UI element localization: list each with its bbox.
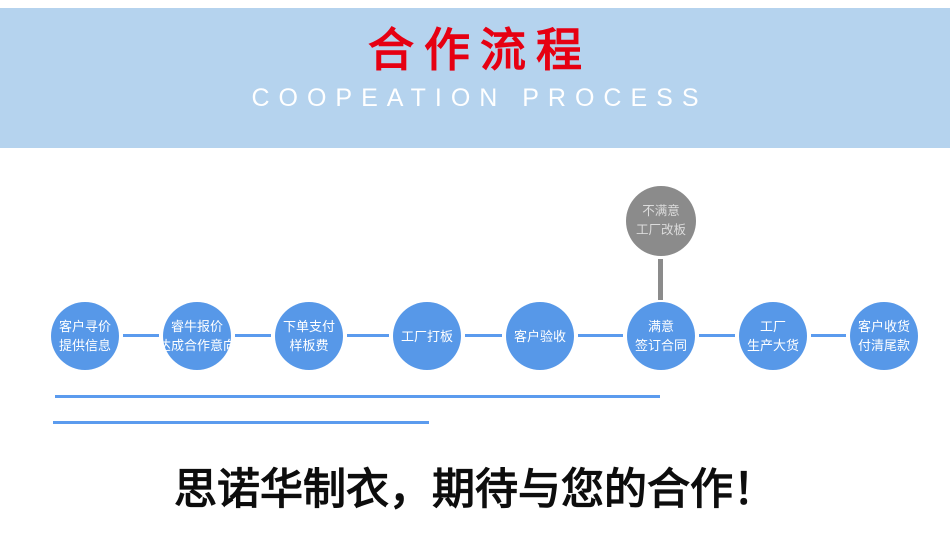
process-step-label: 工厂	[759, 319, 786, 334]
process-step-label: 睿牛报价	[170, 319, 223, 334]
page-subtitle: COOPEATION PROCESS	[251, 83, 708, 112]
process-step-label: 工厂打板	[400, 328, 453, 344]
process-step-label: 付清尾款	[857, 338, 910, 353]
reject-connector-line	[658, 259, 663, 300]
process-step-circle: 客户收货 付清尾款	[850, 302, 918, 370]
process-step-label: 下单支付	[282, 319, 335, 334]
footer-slogan: 思诺华制衣，期待与您的合作！	[174, 467, 776, 514]
step-connector-line	[578, 334, 623, 337]
process-step-label: 样板费	[289, 338, 329, 353]
process-step-label: 客户验收	[513, 328, 566, 344]
process-step-label: 提供信息	[58, 338, 111, 353]
reject-step-label: 工厂改板	[635, 223, 686, 237]
process-step-circle: 睿牛报价达成合作意向	[158, 302, 236, 370]
step-connector-line	[235, 334, 271, 337]
step-connector-line	[811, 334, 846, 337]
reject-step-circle: 不满意 工厂改板	[626, 186, 696, 256]
process-step-label: 生产大货	[746, 338, 799, 353]
process-step-circle: 工厂打板	[393, 302, 461, 370]
step-connector-line	[123, 334, 159, 337]
step-connector-line	[347, 334, 389, 337]
step-connector-line	[699, 334, 735, 337]
process-step-circle: 满意 签订合同	[627, 302, 695, 370]
process-step-label: 客户收货	[857, 319, 910, 334]
underline-primary	[55, 395, 660, 398]
underline-secondary	[53, 421, 429, 424]
process-step-circle: 客户验收	[506, 302, 574, 370]
process-step-label: 满意	[647, 319, 674, 334]
process-step-label: 客户寻价	[58, 319, 111, 334]
process-step-circle: 下单支付 样板费	[275, 302, 343, 370]
process-step-circle: 客户寻价 提供信息	[51, 302, 119, 370]
step-connector-line	[465, 334, 502, 337]
page-title: 合作流程	[368, 24, 592, 76]
reject-step-label: 不满意	[642, 204, 680, 218]
process-step-label: 达成合作意向	[158, 338, 237, 353]
process-flow: 不满意 工厂改板 客户寻价 提供信息 睿牛报价 达成合作意向 下单支付 样板费 工厂打板 客户验…	[51, 186, 918, 370]
banner: 合作流程 COOPEATION PROCESS	[0, 8, 950, 148]
process-step-label: 签订合同	[634, 338, 687, 353]
process-step-circle: 工厂 生产大货	[739, 302, 807, 370]
